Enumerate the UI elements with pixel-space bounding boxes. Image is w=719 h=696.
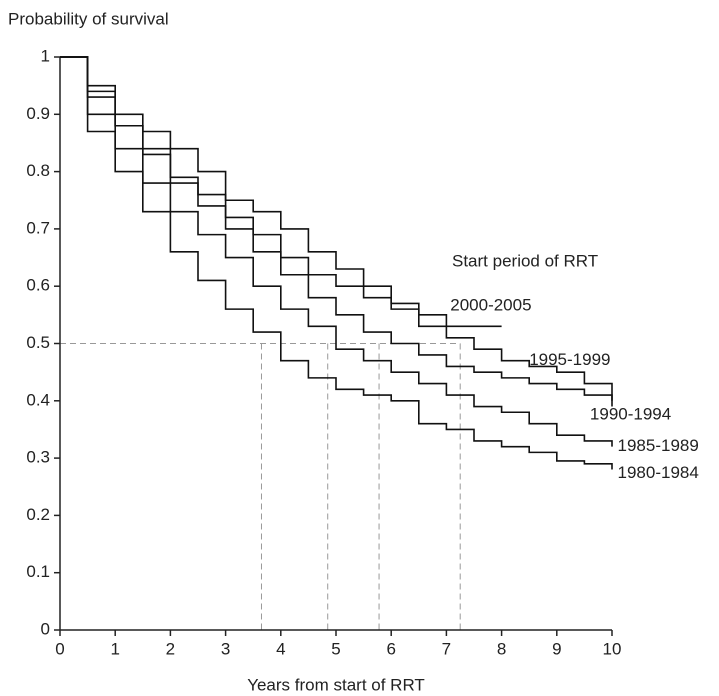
y-tick-label: 0.1 <box>26 562 50 581</box>
y-tick-label: 0 <box>41 619 50 638</box>
x-tick-label: 4 <box>276 639 285 658</box>
x-tick-label: 9 <box>552 639 561 658</box>
x-tick-label: 10 <box>603 639 622 658</box>
y-tick-label: 0.6 <box>26 276 50 295</box>
x-tick-label: 6 <box>386 639 395 658</box>
y-tick-label: 0.7 <box>26 218 50 237</box>
series-label: 1990-1994 <box>590 405 671 424</box>
y-tick-label: 0.4 <box>26 390 50 409</box>
x-tick-label: 5 <box>331 639 340 658</box>
x-tick-label: 0 <box>55 639 64 658</box>
survival-curve <box>60 56 613 407</box>
series-label: 1985-1989 <box>618 436 699 455</box>
y-tick-label: 0.9 <box>26 104 50 123</box>
chart-title: Probability of survival <box>8 9 169 28</box>
y-tick-label: 0.2 <box>26 505 50 524</box>
y-tick-label: 0.5 <box>26 333 50 352</box>
x-tick-label: 3 <box>221 639 230 658</box>
x-tick-label: 1 <box>110 639 119 658</box>
x-tick-label: 8 <box>497 639 506 658</box>
x-axis-label: Years from start of RRT <box>247 675 425 694</box>
survival-curve <box>60 56 502 328</box>
annotation: Start period of RRT <box>452 251 598 270</box>
series-label: 1980-1984 <box>618 463 699 482</box>
survival-curve <box>60 56 613 401</box>
series-label: 2000-2005 <box>450 296 531 315</box>
x-tick-label: 2 <box>166 639 175 658</box>
series-label: 1995-1999 <box>529 350 610 369</box>
y-tick-label: 0.8 <box>26 161 50 180</box>
survival-curve <box>60 56 613 470</box>
y-tick-label: 1 <box>41 46 50 65</box>
y-tick-label: 0.3 <box>26 448 50 467</box>
x-tick-label: 7 <box>442 639 451 658</box>
survival-curve <box>60 56 613 447</box>
